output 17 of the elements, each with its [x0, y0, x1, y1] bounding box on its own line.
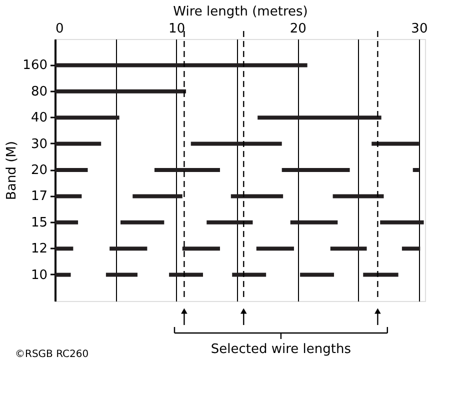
y-tick-label: 15	[30, 215, 48, 230]
text: ©RSGB RC260	[15, 349, 89, 360]
y-tick-label: 80	[30, 84, 48, 100]
y-tick-label: 30	[30, 136, 48, 152]
x-tick-label: 10	[168, 22, 186, 36]
y-axis-title: Band (M)	[4, 141, 20, 200]
y-tick-label: 10	[30, 268, 48, 283]
x-tick-label: 0	[56, 22, 64, 36]
x-axis-title: Wire length (metres)	[173, 4, 308, 20]
y-tick-label: 17	[30, 189, 48, 204]
text: Selected wire lengths	[210, 342, 352, 357]
y-tick-label: 160	[22, 58, 48, 74]
x-tick-label: 30	[411, 22, 428, 36]
y-tick-label: 12	[30, 242, 48, 257]
x-tick-label: 20	[290, 22, 306, 36]
y-tick-label: 20	[30, 163, 48, 178]
y-tick-label: 40	[30, 110, 48, 126]
